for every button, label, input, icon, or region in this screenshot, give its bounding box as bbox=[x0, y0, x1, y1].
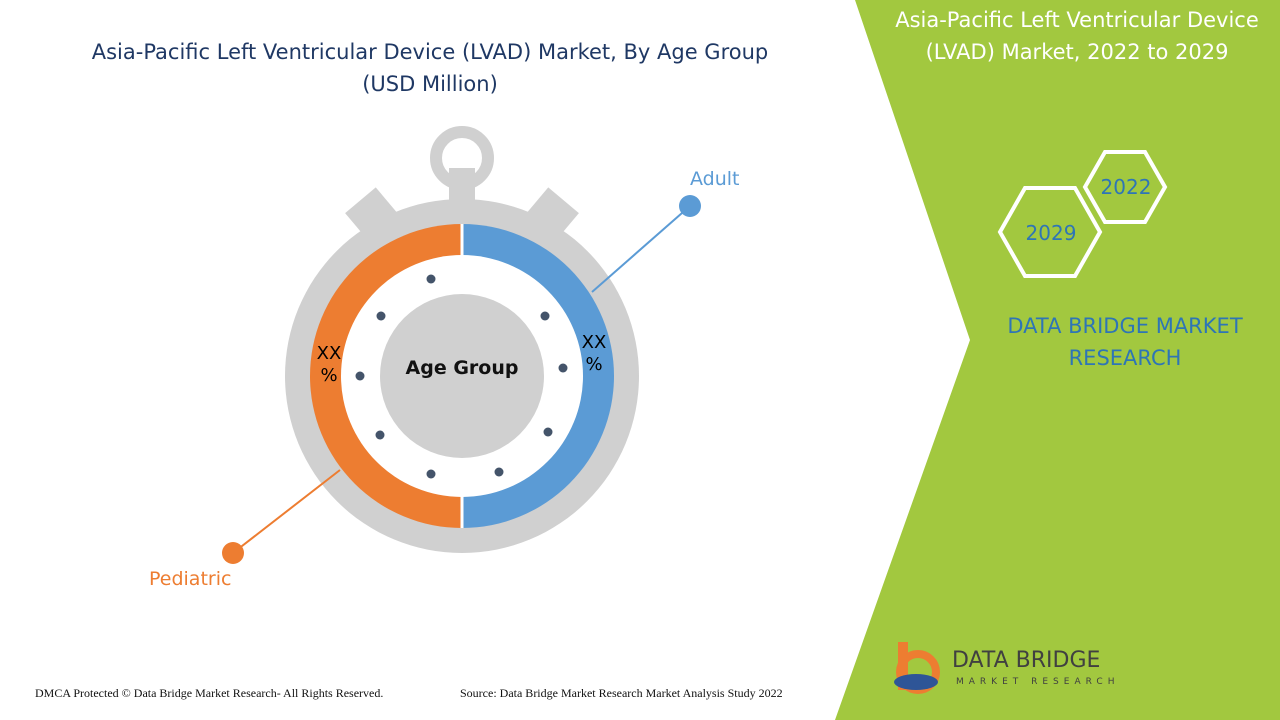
logo-tagline: MARKET RESEARCH bbox=[956, 677, 1120, 687]
segment-name: Adult bbox=[690, 168, 740, 190]
copyright: DMCA Protected © Data Bridge Market Rese… bbox=[35, 686, 384, 700]
year: 2029 bbox=[1025, 221, 1077, 245]
pediatric-dot bbox=[222, 542, 244, 564]
logo-mark bbox=[896, 650, 940, 694]
segment-name: Pediatric bbox=[149, 568, 232, 590]
title: (USD Million) bbox=[362, 72, 498, 96]
center-disc bbox=[380, 294, 544, 458]
center-label: Age Group bbox=[405, 357, 519, 379]
year: 2022 bbox=[1100, 175, 1152, 199]
side-panel bbox=[835, 0, 1280, 720]
logo-mark bbox=[894, 674, 938, 690]
hexagon bbox=[1082, 150, 1168, 224]
segment-label: XX % bbox=[581, 332, 607, 375]
dial-dots bbox=[355, 274, 568, 479]
side-button bbox=[345, 187, 399, 241]
title: Asia-Pacific Left Ventricular Device (LV… bbox=[91, 40, 769, 64]
side-title: Asia-Pacific Left Ventricular Device (LV… bbox=[895, 8, 1259, 64]
pediatric-leader bbox=[232, 469, 341, 554]
hexagon bbox=[997, 186, 1103, 278]
logo-name: DATA BRIDGE bbox=[952, 648, 1101, 673]
source: Source: Data Bridge Market Research Mark… bbox=[460, 686, 783, 700]
brand: DATA BRIDGE MARKET RESEARCH bbox=[1007, 314, 1243, 370]
adult-dot bbox=[679, 195, 701, 217]
side-button bbox=[525, 187, 579, 241]
segment-label: XX % bbox=[316, 343, 342, 386]
adult-leader bbox=[591, 205, 691, 293]
